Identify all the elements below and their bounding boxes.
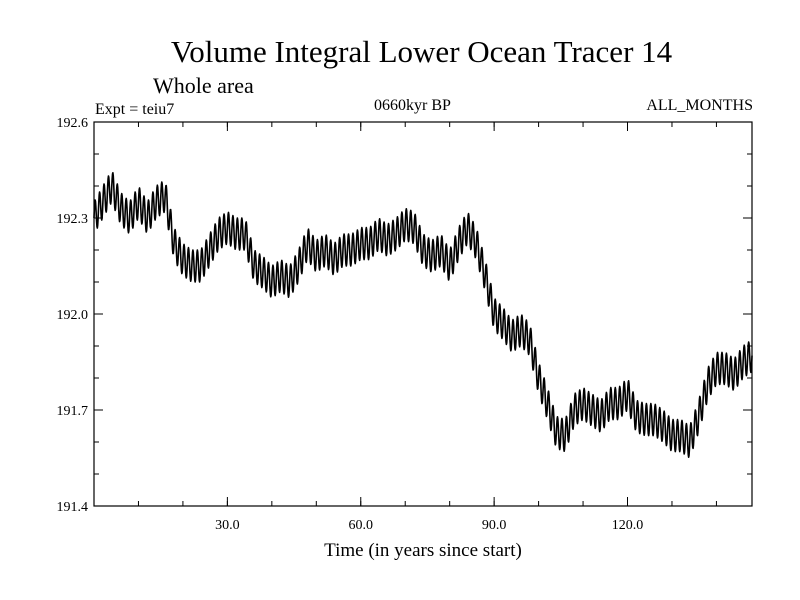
x-axis-label: Time (in years since start) (324, 540, 522, 561)
y-tick-label: 191.4 (57, 500, 89, 515)
chart-title: Volume Integral Lower Ocean Tracer 14 (170, 34, 673, 69)
y-tick-label: 192.0 (57, 308, 89, 323)
y-tick-label: 191.7 (57, 404, 89, 419)
period-label: 0660kyr BP (374, 97, 451, 114)
months-label: ALL_MONTHS (646, 97, 753, 114)
series-line (93, 172, 753, 459)
x-tick-label: 90.0 (482, 518, 507, 533)
y-tick-label: 192.3 (57, 212, 89, 227)
axis-ticks (94, 121, 752, 507)
x-tick-label: 30.0 (215, 518, 240, 533)
chart-subtitle: Whole area (153, 73, 254, 98)
plot-frame (93, 121, 753, 507)
x-tick-label: 120.0 (612, 518, 644, 533)
x-tick-label: 60.0 (349, 518, 374, 533)
tick-labels: 191.4 191.7 192.0 192.3 192.6 30.0 60.0 90.0 120… (57, 116, 644, 533)
experiment-label: Expt = teiu7 (95, 101, 175, 118)
y-tick-label: 192.6 (57, 116, 89, 131)
series-layer (93, 172, 753, 459)
